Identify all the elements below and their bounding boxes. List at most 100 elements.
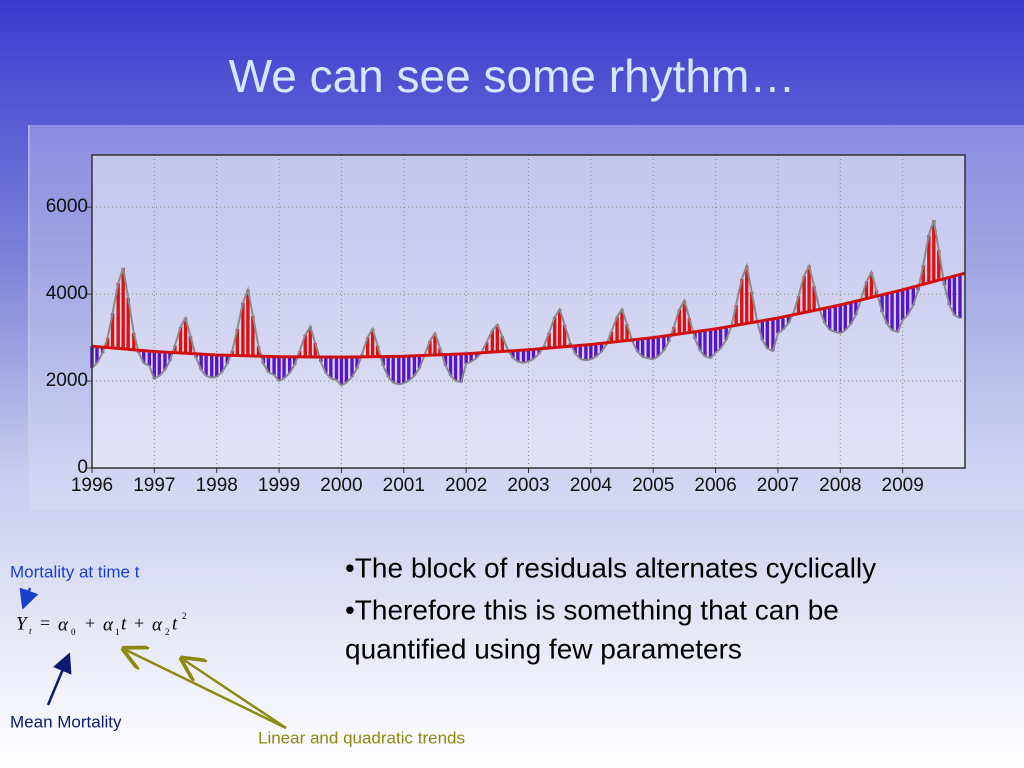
residual-bar xyxy=(880,294,884,312)
residual-bar xyxy=(324,357,328,373)
residual-bar xyxy=(682,300,687,334)
residual-bar xyxy=(147,351,152,367)
residual-bar xyxy=(402,356,406,384)
residual-bar xyxy=(589,344,593,360)
bullet: •Therefore this is something that can be xyxy=(345,594,839,625)
residual-bar xyxy=(911,286,915,306)
residual-bar xyxy=(708,329,713,359)
residual-bar xyxy=(609,331,614,343)
residual-bar xyxy=(417,355,422,369)
residual-bar xyxy=(339,357,344,386)
annotation: Linear and quadratic trends xyxy=(258,728,465,747)
residual-bar xyxy=(573,345,577,354)
plot-frame xyxy=(91,154,966,469)
residual-bar xyxy=(635,339,640,352)
residual-bar xyxy=(453,354,458,381)
formula-part: t xyxy=(172,613,178,634)
residual-bar xyxy=(895,290,900,333)
residual-bar xyxy=(760,320,765,340)
residual-bar xyxy=(256,346,261,357)
residual-bar xyxy=(334,357,339,380)
formula-part: Y xyxy=(16,613,29,634)
residual-bar xyxy=(615,316,619,342)
residual-bar xyxy=(812,286,816,311)
x-tick-label: 2002 xyxy=(445,475,487,496)
residual-bar xyxy=(890,292,894,331)
residual-bar xyxy=(771,318,775,352)
formula-part: 2 xyxy=(182,611,187,621)
residual-bar xyxy=(776,318,780,334)
x-tick-label: 2003 xyxy=(507,475,549,496)
residual-bar xyxy=(620,309,624,342)
residual-bar xyxy=(282,356,286,379)
residual-bar xyxy=(261,356,266,364)
residual-bar xyxy=(500,336,504,352)
residual-bar xyxy=(823,308,827,324)
residual-bar xyxy=(381,356,385,366)
y-tick-label: 0 xyxy=(77,457,88,478)
residual-bar xyxy=(900,289,905,321)
residual-bar xyxy=(386,356,390,377)
residual-bar xyxy=(651,337,655,360)
x-tick-label: 2001 xyxy=(383,475,425,496)
x-tick-label: 2008 xyxy=(819,475,861,496)
residual-bar xyxy=(95,346,99,364)
residual-bar xyxy=(365,337,370,357)
residual-bar xyxy=(116,283,120,349)
formula-part: 2 xyxy=(165,627,170,637)
residual-bar xyxy=(713,328,718,353)
residual-bar xyxy=(687,318,692,333)
x-tick-label: 2006 xyxy=(694,475,736,496)
residual-bar xyxy=(905,288,910,316)
residual-bar xyxy=(734,304,738,326)
residual-bar xyxy=(204,354,208,376)
y-tick-label: 4000 xyxy=(46,283,88,304)
residual-bar xyxy=(781,316,785,330)
annotation: Mean Mortality xyxy=(10,712,122,731)
residual-bar xyxy=(646,338,650,359)
residual-bar xyxy=(313,343,317,357)
residual-bar xyxy=(443,354,448,366)
residual-bar xyxy=(547,332,551,349)
residual-bar xyxy=(448,354,453,376)
x-tick-label: 2004 xyxy=(570,475,613,496)
x-tick-label: 2007 xyxy=(757,475,799,496)
residual-bar xyxy=(210,354,214,378)
residual-bar xyxy=(297,351,302,357)
x-tick-label: 1996 xyxy=(71,475,113,496)
y-tick-label: 2000 xyxy=(46,370,88,391)
residual-bar xyxy=(640,338,645,357)
x-tick-label: 1998 xyxy=(196,475,238,496)
residual-bar xyxy=(718,328,723,349)
residual-bar xyxy=(183,318,188,354)
residual-bar xyxy=(485,342,489,353)
residual-bar xyxy=(521,350,526,363)
residual-bar xyxy=(105,338,110,348)
residual-bar xyxy=(869,272,874,298)
formula-part: t xyxy=(121,613,127,634)
residual-bar xyxy=(464,353,468,364)
residual-bar xyxy=(947,277,952,306)
residual-bar xyxy=(163,352,167,370)
residual-bar xyxy=(241,302,245,356)
residual-bar xyxy=(225,355,230,364)
residual-bar xyxy=(740,278,744,325)
residual-bar xyxy=(952,276,957,316)
residual-bar xyxy=(428,340,432,356)
residual-bar xyxy=(344,357,349,383)
formula: Y t = α 0 + α 1 t + α 2 t 2 xyxy=(16,611,187,637)
residual-bar xyxy=(927,235,931,283)
residual-bar xyxy=(350,356,354,377)
formula-part: + xyxy=(134,613,144,633)
formula-part: α xyxy=(103,614,114,635)
residual-bar xyxy=(838,304,842,334)
formula-part: α xyxy=(58,614,69,635)
residual-bar xyxy=(142,350,146,364)
arrow xyxy=(19,587,39,610)
residual-bar xyxy=(407,356,411,381)
residual-bar xyxy=(235,328,239,356)
residual-bar xyxy=(786,315,791,324)
residual-bar xyxy=(578,345,582,359)
x-tick-label: 2000 xyxy=(320,475,362,496)
residual-bar xyxy=(459,353,463,383)
